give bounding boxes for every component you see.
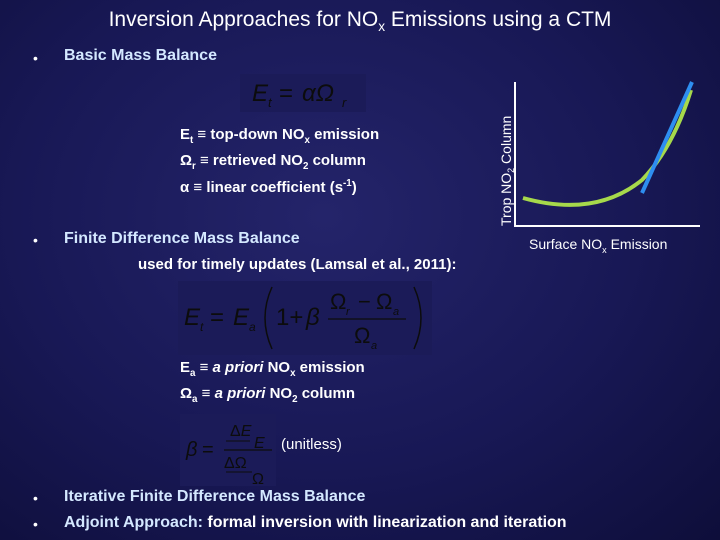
svg-text:Ω: Ω bbox=[252, 471, 264, 486]
svg-text:Ω: Ω bbox=[330, 289, 346, 314]
emission-column-graph: Trop NO2 Column bbox=[495, 78, 715, 268]
svg-text:=: = bbox=[210, 304, 224, 331]
svg-text:E: E bbox=[233, 304, 250, 331]
graph-tangent-line bbox=[640, 81, 694, 194]
svg-text:β: β bbox=[185, 439, 197, 461]
svg-text:=: = bbox=[202, 439, 214, 461]
bullet-marker: • bbox=[33, 516, 38, 532]
svg-text:E: E bbox=[184, 304, 201, 331]
svg-text:E: E bbox=[252, 80, 269, 107]
item-adjoint-approach: Adjoint Approach: formal inversion with … bbox=[64, 514, 567, 531]
bullet-marker: • bbox=[33, 490, 38, 506]
svg-text:=: = bbox=[279, 80, 293, 107]
svg-text:−: − bbox=[358, 289, 371, 314]
svg-text:a: a bbox=[393, 306, 399, 318]
equation-beta: β = ΔE E ΔΩ Ω bbox=[180, 414, 276, 488]
section-heading-finite-difference: Finite Difference Mass Balance bbox=[64, 230, 300, 247]
definition-ea: Ea ≡ a priori NOx emission bbox=[180, 359, 365, 379]
page-title: Inversion Approaches for NOx Emissions u… bbox=[108, 8, 612, 35]
svg-text:a: a bbox=[249, 320, 256, 334]
svg-text:E: E bbox=[254, 435, 265, 452]
svg-text:1+: 1+ bbox=[276, 304, 303, 331]
bullet-marker: • bbox=[33, 50, 38, 66]
graph-x-axis-label: Surface NOx Emission bbox=[529, 236, 668, 255]
graph-y-axis-label: Trop NO2 Column bbox=[498, 116, 516, 226]
definition-omega-a: Ωa ≡ a priori NO2 column bbox=[180, 385, 356, 405]
svg-text:a: a bbox=[371, 340, 377, 352]
bullet-marker: • bbox=[33, 232, 38, 248]
definition-alpha: α ≡ linear coefficient (s-1) bbox=[180, 178, 357, 196]
svg-text:ΔE: ΔE bbox=[230, 423, 252, 440]
svg-text:t: t bbox=[200, 320, 204, 334]
item-iterative-finite-difference: Iterative Finite Difference Mass Balance bbox=[64, 488, 366, 505]
definition-omega-r: Ωr ≡ retrieved NO2 column bbox=[180, 152, 366, 172]
equation-finite-difference: E t = E a 1+ β Ω r − Ω a Ω a bbox=[178, 281, 432, 355]
svg-text:r: r bbox=[346, 306, 351, 318]
svg-text:t: t bbox=[268, 95, 273, 110]
equation-basic-mass-balance: E t = αΩ r bbox=[240, 74, 366, 112]
svg-text:Ω: Ω bbox=[376, 289, 392, 314]
graph-nonlinear-curve bbox=[522, 89, 693, 207]
section-heading-basic-mass-balance: Basic Mass Balance bbox=[64, 47, 217, 64]
definition-et: Et ≡ top-down NOx emission bbox=[180, 126, 380, 146]
section-subheading-timely-updates: used for timely updates (Lamsal et al., … bbox=[138, 256, 457, 273]
svg-text:αΩ: αΩ bbox=[302, 80, 334, 107]
svg-text:Ω: Ω bbox=[354, 323, 370, 348]
svg-text:r: r bbox=[342, 95, 347, 110]
beta-unitless-note: (unitless) bbox=[281, 436, 342, 453]
svg-text:β: β bbox=[305, 304, 320, 331]
svg-text:ΔΩ: ΔΩ bbox=[224, 455, 247, 472]
